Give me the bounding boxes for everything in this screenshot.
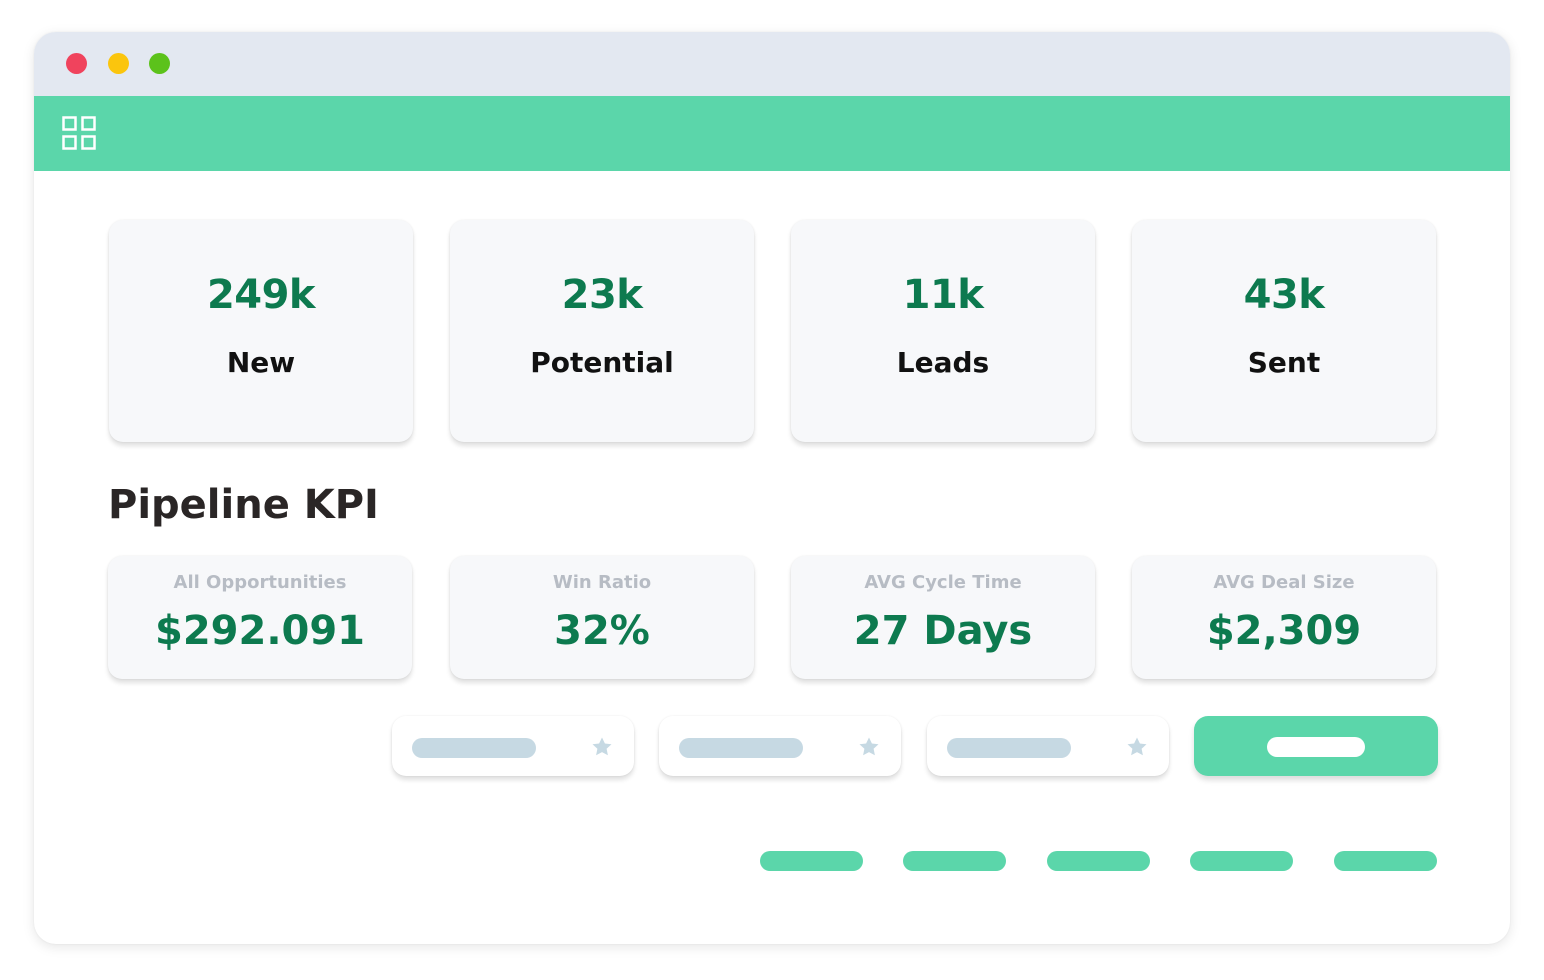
stat-value: 23k [561, 272, 643, 318]
pagination-pill[interactable] [760, 851, 863, 871]
stat-label: Leads [896, 346, 990, 379]
close-window-button[interactable] [66, 53, 87, 74]
grid-icon[interactable] [62, 116, 96, 150]
app-header [34, 96, 1510, 171]
app-window: 249k New 23k Potential 11k Leads 43k Sen… [34, 32, 1510, 944]
stat-card-leads[interactable]: 11k Leads [791, 220, 1095, 442]
kpi-value: $2,309 [1206, 608, 1362, 654]
stat-label: Potential [530, 346, 674, 379]
kpi-card-avg-cycle-time[interactable]: AVG Cycle Time 27 Days [791, 556, 1095, 679]
kpi-value: 32% [554, 608, 650, 654]
kpi-card-all-opportunities[interactable]: All Opportunities $292.091 [108, 556, 412, 679]
filter-chip[interactable] [392, 716, 634, 776]
stat-card-potential[interactable]: 23k Potential [450, 220, 754, 442]
maximize-window-button[interactable] [149, 53, 170, 74]
placeholder-bar [947, 738, 1071, 758]
minimize-window-button[interactable] [108, 53, 129, 74]
filter-chip[interactable] [927, 716, 1169, 776]
star-icon[interactable] [857, 735, 881, 759]
placeholder-bar [412, 738, 536, 758]
stat-card-new[interactable]: 249k New [109, 220, 413, 442]
placeholder-bar [679, 738, 803, 758]
filter-chip[interactable] [659, 716, 901, 776]
stat-value: 11k [902, 272, 984, 318]
pagination-pill[interactable] [1190, 851, 1293, 871]
kpi-label: AVG Cycle Time [864, 572, 1022, 593]
kpi-value: $292.091 [154, 608, 366, 654]
stat-value: 249k [206, 272, 316, 318]
primary-action-button[interactable] [1194, 716, 1438, 776]
kpi-label: AVG Deal Size [1213, 572, 1355, 593]
stat-value: 43k [1243, 272, 1325, 318]
star-icon[interactable] [1125, 735, 1149, 759]
stat-card-sent[interactable]: 43k Sent [1132, 220, 1436, 442]
pagination-pill[interactable] [1334, 851, 1437, 871]
kpi-value: 27 Days [853, 608, 1033, 654]
pagination-pill[interactable] [1047, 851, 1150, 871]
title-bar [34, 32, 1510, 96]
pagination-pill[interactable] [903, 851, 1006, 871]
stat-label: Sent [1247, 346, 1321, 379]
kpi-card-win-ratio[interactable]: Win Ratio 32% [450, 556, 754, 679]
kpi-card-avg-deal-size[interactable]: AVG Deal Size $2,309 [1132, 556, 1436, 679]
kpi-label: Win Ratio [552, 572, 652, 593]
section-title: Pipeline KPI [108, 482, 379, 528]
star-icon[interactable] [590, 735, 614, 759]
kpi-label: All Opportunities [173, 572, 347, 593]
stat-label: New [226, 346, 296, 379]
button-label-placeholder [1267, 737, 1365, 757]
